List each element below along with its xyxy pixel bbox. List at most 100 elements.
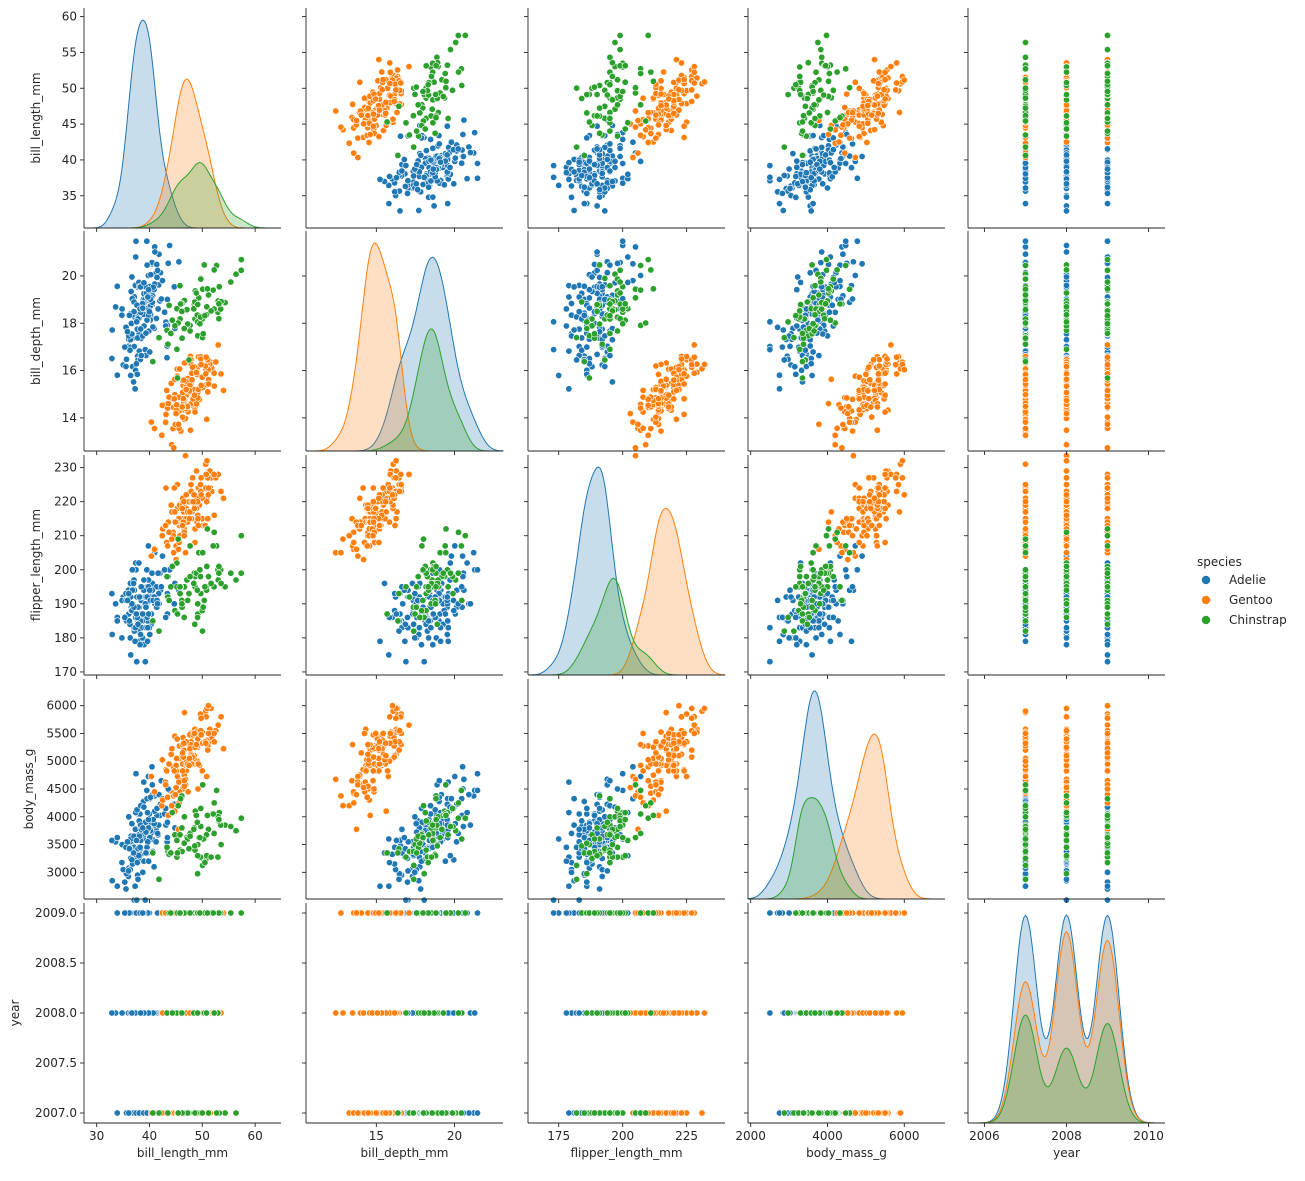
point-chinstrap — [178, 824, 186, 832]
point-chinstrap — [822, 256, 830, 264]
point-adelie — [793, 641, 801, 649]
point-adelie — [565, 347, 573, 355]
point-chinstrap — [1021, 306, 1029, 314]
point-chinstrap — [1021, 143, 1029, 151]
point-gentoo — [362, 767, 370, 775]
point-gentoo — [670, 109, 678, 117]
point-gentoo — [893, 79, 901, 87]
point-chinstrap — [1021, 65, 1029, 73]
point-gentoo — [1104, 386, 1112, 394]
point-adelie — [1104, 658, 1112, 666]
point-adelie — [385, 835, 393, 843]
point-adelie — [555, 181, 563, 189]
point-adelie — [417, 641, 425, 649]
point-gentoo — [893, 487, 901, 495]
point-gentoo — [637, 404, 645, 412]
point-chinstrap — [619, 320, 627, 328]
point-chinstrap — [590, 83, 598, 91]
point-gentoo — [855, 395, 863, 403]
point-chinstrap — [792, 81, 800, 89]
point-adelie — [404, 177, 412, 185]
point-gentoo — [1063, 138, 1071, 146]
point-chinstrap — [441, 542, 449, 550]
point-chinstrap — [1063, 68, 1071, 76]
point-chinstrap — [203, 811, 211, 819]
point-chinstrap — [820, 586, 828, 594]
point-adelie — [775, 371, 783, 379]
point-chinstrap — [596, 261, 604, 269]
point-adelie — [140, 778, 148, 786]
point-chinstrap — [831, 535, 839, 543]
point-gentoo — [167, 501, 175, 509]
point-chinstrap — [176, 282, 184, 290]
point-gentoo — [881, 391, 889, 399]
point-chinstrap — [810, 101, 818, 109]
point-adelie — [593, 180, 601, 188]
point-adelie — [1063, 193, 1071, 201]
point-adelie — [417, 885, 425, 893]
point-adelie — [463, 559, 471, 567]
point-adelie — [447, 138, 455, 146]
point-chinstrap — [608, 96, 616, 104]
point-gentoo — [170, 484, 178, 492]
point-adelie — [118, 859, 126, 867]
point-adelie — [780, 172, 788, 180]
point-adelie — [1063, 151, 1071, 159]
point-adelie — [593, 350, 601, 358]
point-chinstrap — [817, 46, 825, 54]
point-chinstrap — [1021, 38, 1029, 46]
point-chinstrap — [448, 86, 456, 94]
point-gentoo — [360, 556, 368, 564]
point-gentoo — [378, 86, 386, 94]
point-gentoo — [397, 79, 405, 87]
point-chinstrap — [812, 542, 820, 550]
point-adelie — [1063, 168, 1071, 176]
point-adelie — [139, 304, 147, 312]
point-chinstrap — [613, 132, 621, 140]
point-chinstrap — [1104, 620, 1112, 628]
point-gentoo — [873, 426, 881, 434]
point-adelie — [376, 882, 384, 890]
point-chinstrap — [1021, 131, 1029, 139]
point-chinstrap — [621, 62, 629, 70]
point-adelie — [145, 286, 153, 294]
point-gentoo — [354, 781, 362, 789]
point-adelie — [140, 803, 148, 811]
point-gentoo — [171, 791, 179, 799]
point-adelie — [785, 634, 793, 642]
point-adelie — [779, 207, 787, 215]
point-chinstrap — [210, 266, 218, 274]
point-gentoo — [163, 767, 171, 775]
point-gentoo — [390, 98, 398, 106]
point-adelie — [441, 610, 449, 618]
point-adelie — [444, 617, 452, 625]
point-adelie — [441, 857, 449, 865]
point-gentoo — [217, 487, 225, 495]
point-chinstrap — [797, 91, 805, 99]
point-adelie — [133, 318, 141, 326]
point-chinstrap — [442, 84, 450, 92]
point-chinstrap — [798, 329, 806, 337]
point-gentoo — [846, 521, 854, 529]
point-adelie — [1021, 170, 1029, 178]
point-chinstrap — [454, 814, 462, 822]
point-chinstrap — [631, 84, 639, 92]
point-chinstrap — [410, 143, 418, 151]
point-adelie — [847, 164, 855, 172]
point-gentoo — [197, 381, 205, 389]
point-gentoo — [881, 470, 889, 478]
point-gentoo — [851, 78, 859, 86]
point-adelie — [567, 193, 575, 201]
point-chinstrap — [416, 109, 424, 117]
point-adelie — [613, 259, 621, 267]
point-adelie — [410, 620, 418, 628]
point-adelie — [157, 295, 165, 303]
point-gentoo — [843, 515, 851, 523]
point-gentoo — [375, 521, 383, 529]
point-adelie — [778, 189, 786, 197]
point-adelie — [1104, 641, 1112, 649]
point-gentoo — [874, 80, 882, 88]
point-gentoo — [356, 494, 364, 502]
point-gentoo — [1063, 491, 1071, 499]
point-adelie — [583, 189, 591, 197]
